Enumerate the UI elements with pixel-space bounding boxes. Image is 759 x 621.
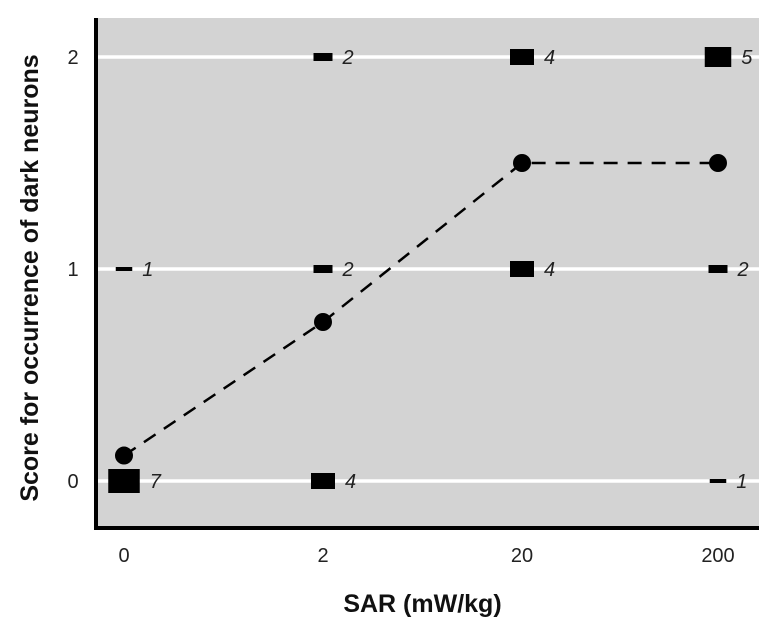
y-tick-label: 2	[67, 47, 78, 69]
count-square	[704, 47, 732, 67]
count-square	[510, 261, 534, 277]
count-label: 2	[342, 259, 354, 281]
y-axis-label: Score for occurrence of dark neurons	[16, 54, 44, 501]
mean-point	[513, 154, 531, 172]
count-square	[313, 53, 333, 61]
count-label: 2	[342, 47, 354, 69]
count-square	[709, 479, 727, 483]
mean-markers	[115, 154, 727, 465]
plot-area	[96, 18, 759, 528]
x-tick-labels: 0 2 20 200	[118, 545, 734, 567]
gridlines	[98, 55, 759, 483]
count-markers	[108, 47, 732, 493]
count-label: 4	[345, 471, 356, 493]
count-square	[708, 265, 728, 273]
count-label: 4	[544, 47, 555, 69]
x-axis-label: SAR (mW/kg)	[343, 590, 501, 618]
mean-point	[709, 154, 727, 172]
count-label: 1	[736, 471, 747, 493]
y-tick-label: 1	[67, 259, 78, 281]
count-label: 4	[544, 259, 555, 281]
count-label: 5	[741, 47, 753, 69]
count-square	[313, 265, 333, 273]
mean-dashed-line	[123, 161, 718, 457]
x-tick-label: 20	[511, 545, 533, 567]
count-labels: 7 1 4 2 2 4 4 1 2 5	[142, 47, 753, 493]
x-tick-label: 0	[118, 545, 129, 567]
mean-point	[314, 313, 332, 331]
mean-point	[115, 446, 133, 465]
count-square	[115, 267, 133, 271]
x-tick-label: 200	[701, 545, 734, 567]
x-tick-label: 2	[317, 545, 328, 567]
y-tick-labels: 0 1 2	[67, 47, 78, 493]
count-label: 7	[150, 471, 162, 493]
axes	[94, 18, 759, 530]
count-square	[108, 469, 140, 493]
count-label: 2	[737, 259, 749, 281]
y-tick-label: 0	[67, 471, 78, 493]
count-square	[311, 473, 335, 489]
count-label: 1	[142, 259, 153, 281]
count-square	[510, 49, 534, 65]
